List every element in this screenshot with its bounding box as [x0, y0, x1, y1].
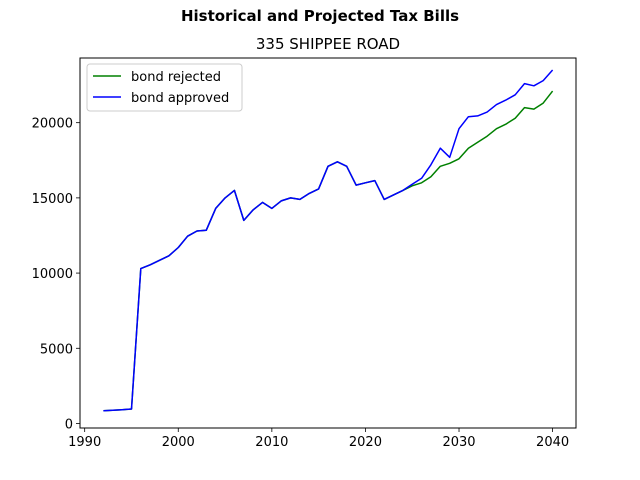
x-tick-label: 1990 — [68, 435, 101, 450]
y-tick-label: 5000 — [40, 342, 73, 357]
y-tick-label: 15000 — [32, 192, 73, 207]
plot-frame — [79, 57, 577, 429]
x-axis-ticks: 1990 2000 2010 2020 2030 2040 — [68, 428, 569, 450]
legend: bond rejected bond approved — [86, 63, 243, 112]
x-tick-label: 2020 — [349, 435, 382, 450]
y-tick-label: 20000 — [32, 117, 73, 132]
x-tick-label: 2000 — [162, 435, 195, 450]
x-tick-label: 2030 — [442, 435, 475, 450]
x-tick-label: 2040 — [536, 435, 569, 450]
y-axis-ticks: 0 5000 10000 15000 20000 — [32, 117, 80, 432]
series-line-2 — [103, 69, 554, 412]
y-tick-label: 0 — [65, 417, 73, 432]
legend-label-1: bond rejected — [131, 70, 221, 85]
legend-box — [86, 63, 243, 112]
series-line-1 — [103, 90, 554, 412]
y-tick-label: 10000 — [32, 267, 73, 282]
x-tick-label: 2010 — [255, 435, 288, 450]
series-lines — [103, 69, 554, 412]
chart-title: 335 SHIPPEE ROAD — [255, 35, 401, 53]
legend-label-2: bond approved — [131, 91, 229, 106]
figure-suptitle: Historical and Projected Tax Bills — [180, 7, 460, 25]
